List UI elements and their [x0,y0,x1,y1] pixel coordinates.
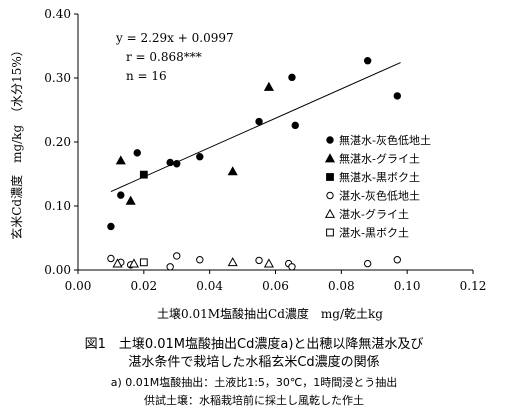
data-point [173,160,181,168]
data-point [139,258,148,267]
data-point [227,257,238,267]
legend-label: 無湛水-グライ土 [339,152,420,166]
figure-note-extraction: a) 0.01M塩酸抽出：土液比1:5，30℃，1時間浸とう抽出 [110,376,398,389]
data-point [255,256,263,265]
legend-marker [326,191,334,200]
data-point [196,153,204,161]
axis-ticks: 0.00 0.02 0.04 0.06 0.08 0.10 0.12 0.00 0.10 0.20… [44,7,486,293]
data-point [125,195,136,205]
data-point [263,258,274,268]
x-tick-label: 0.02 [130,279,157,293]
legend-marker [326,228,334,237]
data-point [227,166,238,176]
data-point [133,149,141,157]
data-point [393,256,401,264]
regression-line [110,62,401,192]
y-tick-label: 0.00 [44,263,71,277]
x-tick-label: 0.12 [460,279,487,293]
legend-label: 無湛水-灰色低地土 [339,133,431,147]
data-point [255,117,263,126]
legend-marker [324,208,336,218]
x-tick-label: 0.04 [196,279,223,293]
y-tick-label: 0.40 [44,7,71,21]
data-point [363,57,372,65]
regression-equation: y = 2.29x + 0.0997 [115,31,234,45]
x-tick-label: 0.10 [394,279,421,293]
y-tick-label: 0.30 [44,71,71,85]
data-point [112,258,123,268]
data-point [173,252,181,260]
legend-marker [326,173,334,181]
data-point [393,92,401,100]
data-point [115,155,126,165]
legend: 無湛水-灰色低地土無湛水-グライ土無湛水-黒ボク土湛水-灰色低地土湛水-グライ土… [324,133,431,240]
data-point [166,158,174,167]
correlation-coefficient: r = 0.868*** [126,50,202,64]
figure-caption-line2: 湛水条件で栽培した水稲玄米Cd濃度の関係 [128,355,380,370]
x-tick-label: 0.06 [262,279,289,293]
data-point [288,73,296,82]
x-tick-label: 0.08 [328,279,355,293]
y-tick-label: 0.10 [44,199,71,213]
legend-label: 湛水-黒ボク土 [339,227,409,240]
regression-line-group [110,62,401,192]
data-point [107,254,115,263]
data-point [128,258,140,268]
sample-size: n = 16 [126,69,167,83]
x-axis-label: 土壌0.01M塩酸抽出Cd濃度 mg/乾土kg [157,306,383,321]
data-point [107,222,115,231]
data-point [166,263,174,271]
x-tick-label: 0.00 [65,279,92,293]
legend-marker [324,153,336,163]
data-point [196,256,204,264]
figure-note-soil: 供試土壌：水稲栽培前に採土し風乾した作土 [144,394,364,407]
data-points [107,57,401,271]
data-point [363,259,372,268]
y-axis-label: 玄米Cd濃度 mg/kg （水分15%） [9,44,24,240]
data-point [117,191,125,199]
figure-caption-line1: 図1 土壌0.01M塩酸抽出Cd濃度a)と出穂以降無湛水及び [84,337,424,352]
legend-marker [326,136,334,144]
data-point [263,81,274,91]
data-point [139,170,148,179]
scatter-chart: 0.00 0.02 0.04 0.06 0.08 0.10 0.12 0.00 0.10 0.20… [9,7,486,321]
legend-label: 湛水-灰色低地土 [339,189,420,203]
legend-label: 湛水-グライ土 [339,207,409,221]
data-point [291,121,299,130]
data-point [288,263,296,271]
y-tick-label: 0.20 [44,135,71,149]
legend-label: 無湛水-黒ボク土 [339,170,420,184]
